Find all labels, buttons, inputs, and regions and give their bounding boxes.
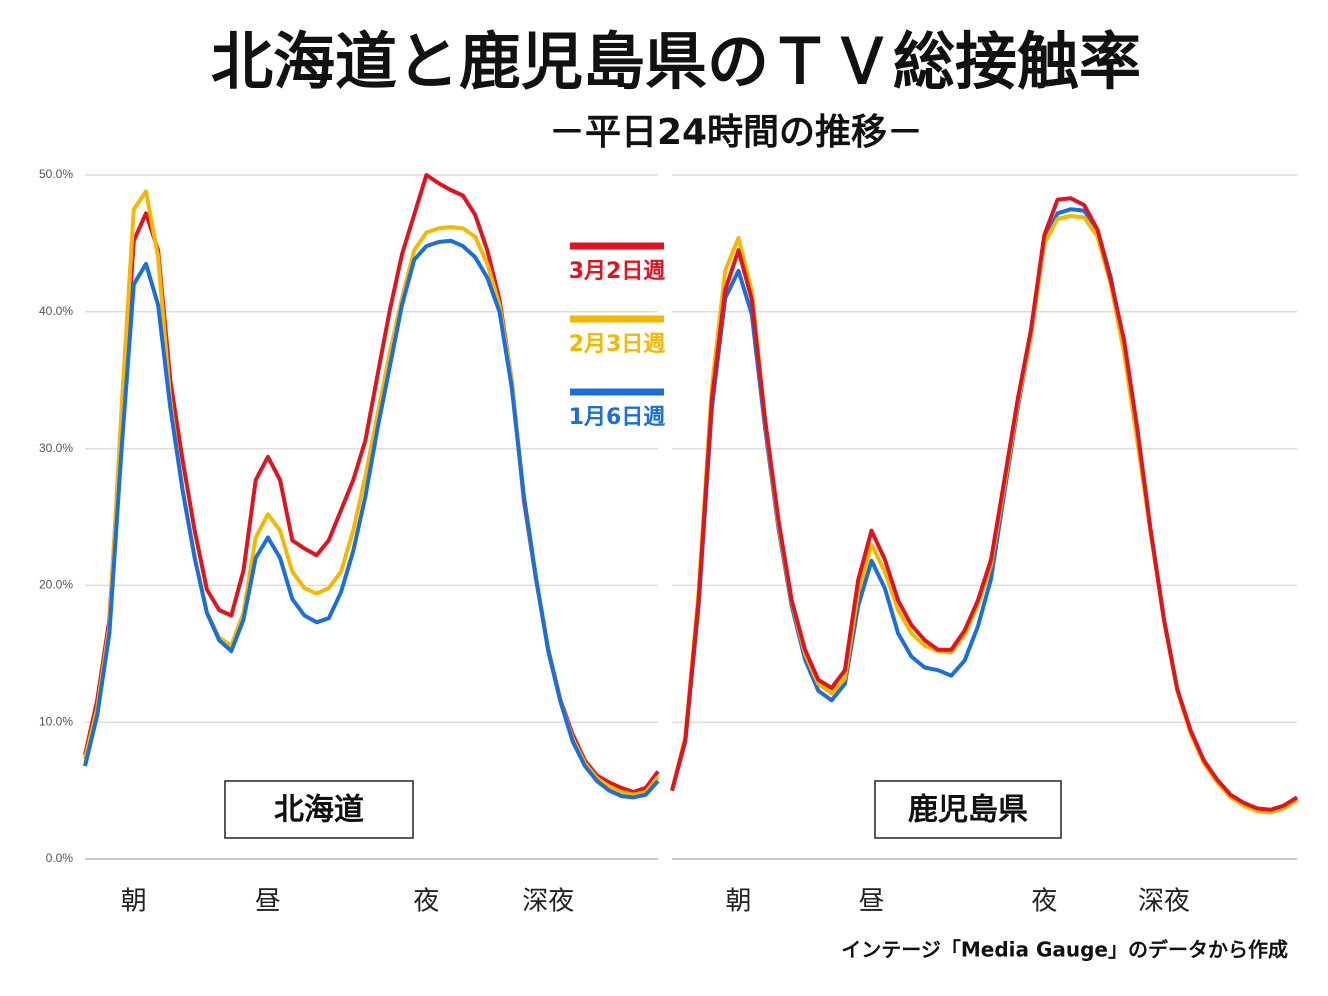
legend-label: 1月6日週 xyxy=(569,405,666,430)
y-tick-label: 0.0% xyxy=(46,851,74,865)
panel-label-box xyxy=(874,780,1062,839)
chart-subtitle: －平日24時間の推移－ xyxy=(549,112,923,153)
legend-label: 2月3日週 xyxy=(569,332,666,357)
x-tick-label: 夜 xyxy=(413,887,439,917)
y-tick-label: 40.0% xyxy=(39,304,73,318)
y-tick-label: 20.0% xyxy=(39,578,73,592)
source-note: インテージ「Media Gauge」のデータから作成 xyxy=(841,938,1288,962)
series-line xyxy=(670,196,1299,812)
x-tick-label: 夜 xyxy=(1031,887,1057,917)
x-tick-label: 深夜 xyxy=(1138,887,1190,917)
series-line xyxy=(83,238,660,800)
x-tick-label: 朝 xyxy=(121,887,147,917)
chart-title: 北海道と鹿児島県のＴＶ総接触率 xyxy=(211,25,1141,98)
series-line xyxy=(670,214,1299,815)
x-tick-label: 深夜 xyxy=(522,887,574,917)
series-line xyxy=(670,207,1299,814)
y-tick-label: 10.0% xyxy=(39,714,73,728)
y-tick-label: 50.0% xyxy=(39,167,73,181)
x-tick-label: 昼 xyxy=(255,887,281,917)
y-tick-label: 30.0% xyxy=(39,441,73,455)
panel-label: 北海道 xyxy=(274,793,364,828)
x-tick-label: 昼 xyxy=(858,887,884,917)
legend-label: 3月2日週 xyxy=(569,259,666,284)
x-tick-label: 朝 xyxy=(725,887,751,917)
panel-label-box xyxy=(224,780,414,839)
panel-label: 鹿児島県 xyxy=(908,793,1028,828)
